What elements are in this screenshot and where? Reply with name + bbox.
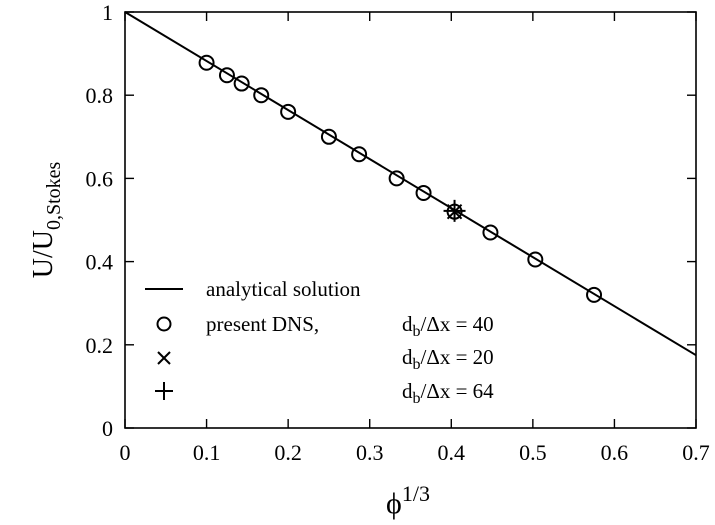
circle-marker	[280, 103, 297, 120]
legend-label-analytical: analytical solution	[206, 277, 361, 301]
x-tick-label: 0.2	[274, 440, 302, 465]
circle-marker	[388, 170, 405, 187]
circle-marker	[527, 251, 544, 268]
circle-marker	[218, 67, 235, 84]
y-tick-label: 0.8	[86, 83, 114, 108]
legend-sub: b	[413, 390, 421, 407]
legend-ratio: /Δx = 64	[421, 379, 495, 403]
axis-ticks	[124, 11, 697, 429]
y-tick-label: 1	[102, 0, 113, 25]
legend-ratio: /Δx = 20	[421, 345, 494, 369]
circle-marker	[320, 128, 337, 145]
y-tick-label: 0.4	[86, 250, 114, 275]
x-tick-label: 0.1	[193, 440, 221, 465]
legend-sub: b	[413, 323, 421, 340]
legend-label-dns-prefix: present DNS,	[206, 312, 319, 336]
circle-marker	[415, 184, 432, 201]
plot-frame	[124, 11, 697, 429]
x-tick-label: 0.5	[519, 440, 547, 465]
x-tick-label: 0.4	[438, 440, 466, 465]
x-tick-label: 0.3	[356, 440, 384, 465]
legend-label-ratio-40: db/Δx = 40	[402, 312, 494, 340]
x-tick-label: 0.7	[682, 440, 710, 465]
y-tick-label: 0.6	[86, 166, 114, 191]
legend-x-symbol	[157, 351, 171, 365]
legend-ratio: /Δx = 40	[421, 312, 494, 336]
legend-circle-symbol	[156, 316, 172, 332]
circle-marker	[198, 54, 215, 71]
legend-sub: b	[413, 356, 421, 373]
legend-d: d	[402, 345, 413, 369]
data-markers	[198, 54, 603, 303]
circle-marker	[351, 146, 368, 163]
x-tick-label: 0	[120, 440, 131, 465]
tick-labels: 0 0.1 0.2 0.3 0.4 0.5 0.6 0.7 0 0.2 0.4 0.6 0.8 1	[86, 0, 710, 465]
legend-plus-symbol	[155, 382, 173, 400]
y-axis-title-sub: 0,Stokes	[43, 161, 65, 230]
y-tick-label: 0	[102, 416, 113, 441]
circle-marker	[253, 87, 270, 104]
legend-x-stroke	[157, 351, 171, 365]
x-axis-title-sup: 1/3	[402, 481, 430, 506]
circle-marker	[233, 75, 250, 92]
y-axis-title-main: U/U	[28, 230, 59, 278]
legend: analytical solution present DNS, db/Δx =…	[145, 277, 494, 407]
circle-marker	[482, 224, 499, 241]
legend-d: d	[402, 379, 413, 403]
y-tick-label: 0.2	[86, 333, 114, 358]
legend-label-ratio-64: db/Δx = 64	[402, 379, 494, 407]
y-axis-title: U/U0,Stokes	[28, 161, 65, 278]
x-axis-title-base: ϕ	[386, 487, 402, 520]
legend-d: d	[402, 312, 413, 336]
x-axis-title: ϕ1/3	[386, 481, 430, 520]
analytical-solution-line	[124, 11, 697, 357]
legend-label-ratio-20: db/Δx = 20	[402, 345, 494, 373]
circle-marker	[586, 286, 603, 303]
x-tick-label: 0.6	[601, 440, 629, 465]
